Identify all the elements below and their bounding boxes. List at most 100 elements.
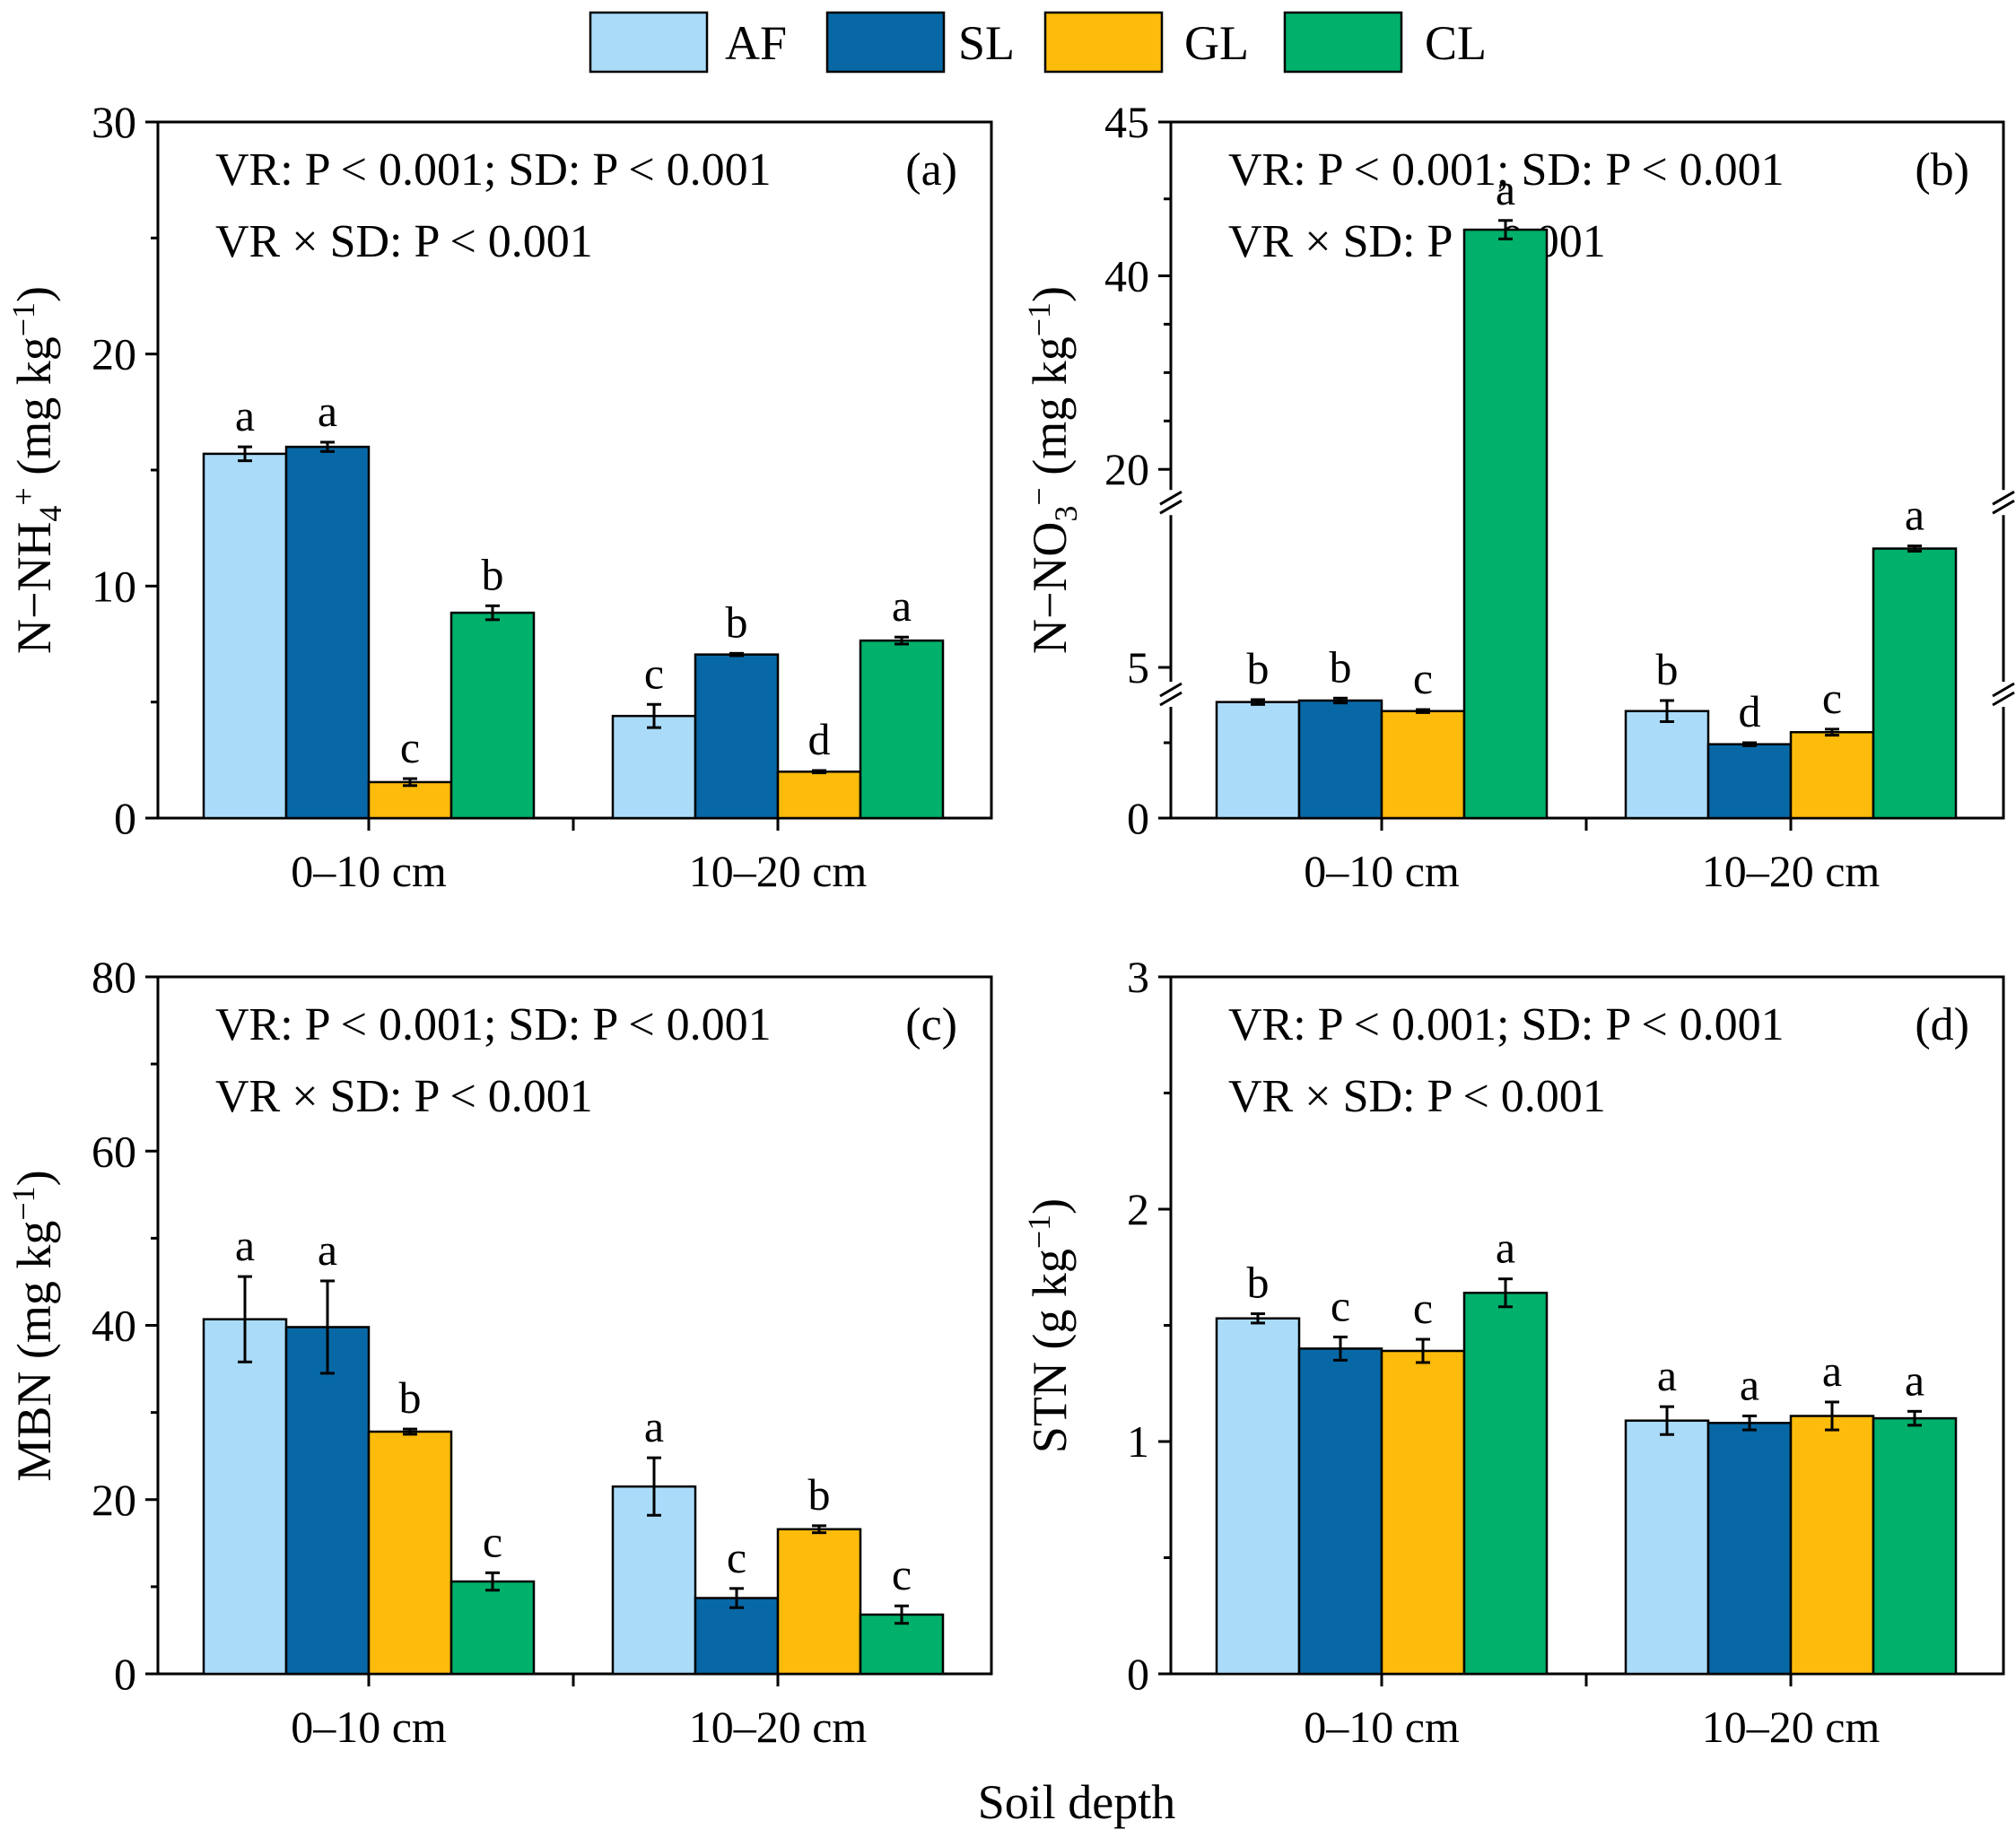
stats-annotation: VR: P < 0.001; SD: P < 0.001 [215,144,772,196]
panel-label: (d) [1915,999,1969,1050]
y-axis-label: MBN (mg kg−1) [5,1170,61,1481]
legend-item-cl: CL [1283,11,1487,74]
bar-sl [284,1326,371,1676]
error-bar [485,1571,500,1592]
bar-sl [1706,743,1793,820]
x-tick-label: 10–20 cm [689,846,868,896]
bars: b a c a c a a a [1215,1223,1958,1676]
legend-swatch-cl [1283,11,1403,74]
stats-annotation: VR × SD: P < 0.001 [215,1071,593,1122]
significance-letter: b [1247,643,1270,693]
bar-cl [449,611,536,820]
bar-gl [367,780,453,820]
stats-annotation: VR: P < 0.001; SD: P < 0.001 [1228,999,1785,1050]
y-tick-label: 80 [92,952,136,1002]
bars: b b b d c c a a [1215,164,1958,820]
error-bar [1825,727,1839,737]
x-axis: 0–10 cm 10–20 cm [1304,1674,1880,1752]
bar-gl [367,1430,453,1676]
significance-letter: c [892,1549,912,1599]
significance-letter: c [1822,673,1842,723]
y-tick-label: 0 [114,793,136,843]
bar-gl [1789,730,1875,820]
panel-label: (a) [905,144,957,196]
y-tick-label: 20 [1104,444,1149,494]
significance-letter: a [1905,490,1924,540]
x-axis-title: Soil depth [978,1775,1176,1829]
significance-letter: a [644,1401,664,1451]
y-tick-label: 20 [92,329,136,379]
bar-cl [1872,547,1958,820]
bar-cl [1462,1291,1549,1676]
error-bar [1660,699,1674,723]
legend-swatch-af [589,11,709,74]
y-tick-label: 1 [1127,1416,1149,1467]
error-bar [403,1427,417,1436]
panel-a: 0 10 20 30 0–10 cm 10–20 cm N−NH4+ (mg kg−1) VR… [5,97,993,896]
x-tick-label: 0–10 cm [291,846,447,896]
y-tick-label: 20 [92,1475,136,1525]
legend-item-sl: SL [825,11,1015,74]
error-bar [1907,544,1922,553]
significance-letter: c [1413,653,1433,703]
error-bar [1251,698,1265,706]
panel-b: 0 5 20 40 45 0–10 cm 10–20 cm N−NO3− (mg kg−1) V… [1021,97,2015,896]
significance-letter: a [1657,1350,1677,1400]
significance-letter: c [727,1532,746,1582]
x-tick-label: 0–10 cm [1304,1702,1460,1752]
stats-annotation: VR × SD: P < 0.001 [215,216,593,267]
y-tick-label: 30 [92,97,136,147]
y-tick-label: 10 [92,561,136,611]
bar-gl [776,1528,862,1676]
significance-letter: a [235,390,255,440]
significance-letter: d [808,714,831,764]
bar-af [1215,701,1301,820]
x-tick-label: 0–10 cm [1304,846,1460,896]
bar-gl [776,771,862,820]
significance-letter: a [318,386,337,436]
error-bar [320,440,335,453]
significance-letter: d [1739,686,1761,736]
y-axis: 0 5 20 40 45 [1104,97,1171,843]
x-tick-label: 10–20 cm [1702,1702,1881,1752]
axis-break-mark [1159,490,1183,506]
significance-letter: b [808,1469,831,1520]
significance-letter: a [1905,1355,1924,1405]
legend: AF SL GL CL [589,11,1487,74]
axis-break-mark [1992,691,2015,707]
legend-item-af: AF [589,11,787,74]
bar-gl [1380,1349,1466,1676]
significance-letter: b [1656,644,1679,694]
legend-swatch-sl [825,11,946,74]
y-tick-label: 0 [1127,793,1149,843]
significance-letter: a [1496,164,1515,214]
error-bar [1251,1312,1265,1325]
y-tick-label: 2 [1127,1184,1149,1234]
y-tick-label: 5 [1127,642,1149,693]
bar-sl [1297,1347,1383,1676]
axis-break-mark [1159,691,1183,707]
bars: a c a b c d b a [202,386,945,820]
legend-label-gl: GL [1184,16,1249,70]
significance-letter: a [1822,1346,1842,1396]
significance-letter: b [1247,1258,1270,1308]
panel-label: (b) [1915,144,1969,196]
error-bar [485,604,500,622]
bar-af [1624,1419,1710,1676]
bar-sl [1297,699,1383,820]
error-bar [403,777,417,788]
axis-break-mark [1992,499,2015,515]
bar-sl [1706,1422,1793,1676]
bars: a a a c b b c c [202,1220,945,1676]
axis-break-mark [1159,682,1183,698]
panel-label: (c) [905,999,957,1050]
legend-item-gl: GL [1043,11,1249,74]
y-axis: 0 10 20 30 [92,97,158,843]
error-bar [1416,1337,1430,1364]
x-tick-label: 0–10 cm [291,1702,447,1752]
y-tick-label: 3 [1127,952,1149,1002]
error-bar [1498,219,1513,240]
bar-cl [859,639,945,820]
stats-annotation: VR × SD: P < 0.001 [1228,216,1606,267]
x-tick-label: 10–20 cm [689,1702,868,1752]
